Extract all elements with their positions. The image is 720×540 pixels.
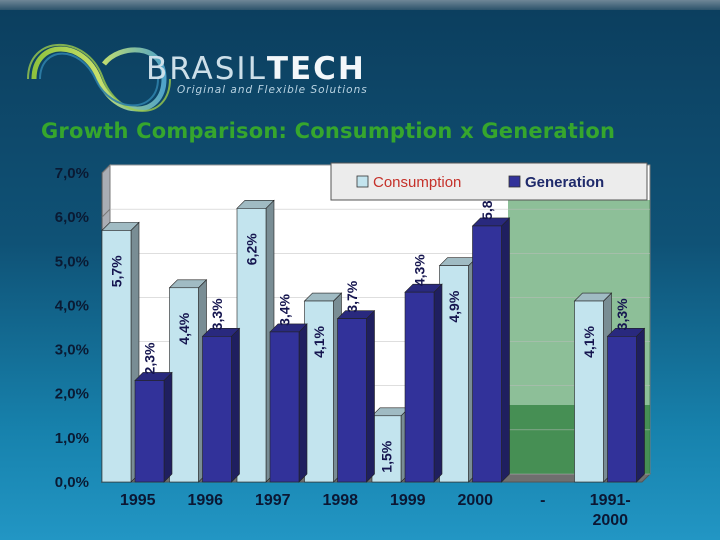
legend-label-1: Generation <box>525 174 604 191</box>
bar-generation <box>337 318 367 483</box>
legend-swatch-1 <box>508 175 521 188</box>
bar-consumption <box>169 287 199 483</box>
y-tick-label: 2,0% <box>55 386 89 403</box>
brand-name-part1: BRASIL <box>146 51 267 87</box>
legend-label-0: Consumption <box>373 174 461 191</box>
y-tick-label: 4,0% <box>55 297 89 314</box>
x-tick-label: 1996 <box>187 492 223 509</box>
brasiltech-logo-icon <box>27 43 171 112</box>
bar-side-face <box>636 327 645 483</box>
y-tick-label: 7,0% <box>55 165 89 182</box>
data-label: 3,3% <box>614 298 630 330</box>
data-label: 4,9% <box>446 290 462 322</box>
x-tick-label: 1998 <box>322 492 358 509</box>
bar-generation <box>269 331 300 483</box>
y-tick-label: 3,0% <box>55 342 89 359</box>
data-label: 4,4% <box>176 312 192 344</box>
bar-side-face <box>366 309 375 483</box>
x-tick-label: - <box>540 492 545 509</box>
slide-title: Growth Comparison: Consumption x Generat… <box>41 119 616 143</box>
gridline-slant <box>101 164 111 174</box>
x-tick-label: 1997 <box>255 492 291 509</box>
bar-consumption <box>574 300 604 483</box>
bar-consumption <box>371 415 402 483</box>
bar-generation <box>134 380 165 483</box>
data-label: 4,3% <box>412 254 428 286</box>
bar-side-face <box>163 371 173 483</box>
x-tick-label: 1995 <box>120 492 156 509</box>
y-tick-label: 1,0% <box>55 430 89 447</box>
data-label: 2,3% <box>142 342 158 374</box>
bar-generation <box>202 336 232 483</box>
top-strip <box>0 0 720 10</box>
data-label: 1,5% <box>379 440 395 472</box>
bar-consumption <box>101 230 132 483</box>
brand-name: BRASILTECH <box>146 51 366 87</box>
brand-name-part2: TECH <box>266 51 366 87</box>
data-label: 4,1% <box>311 325 327 357</box>
data-label: 3,3% <box>209 298 225 330</box>
x-tick-label: 1991- <box>590 492 631 509</box>
bar-side-face <box>298 323 308 483</box>
data-label: 3,4% <box>277 293 293 325</box>
y-tick-label: 0,0% <box>55 474 89 491</box>
data-label: 5,7% <box>109 255 125 287</box>
data-label: 6,2% <box>244 233 260 265</box>
bar-side-face <box>433 283 443 483</box>
bar-consumption <box>304 300 334 483</box>
x-tick-label: 1999 <box>390 492 426 509</box>
bar-consumption <box>439 265 469 483</box>
y-tick-label: 5,0% <box>55 253 89 270</box>
y-tick-label: 6,0% <box>55 209 89 226</box>
x-tick-label: 2000 <box>592 512 628 529</box>
bar-generation <box>404 291 435 483</box>
bar-consumption <box>236 208 267 483</box>
data-label: 4,1% <box>581 325 597 357</box>
gridline-slant <box>101 208 111 218</box>
brand-tagline: Original and Flexible Solutions <box>177 84 368 96</box>
bar-generation <box>607 336 637 483</box>
bar-generation <box>472 225 502 483</box>
bar-side-face <box>501 217 510 483</box>
legend-swatch-0 <box>356 175 369 188</box>
x-tick-label: 2000 <box>457 492 493 509</box>
bar-side-face <box>231 327 240 483</box>
data-label: 3,7% <box>344 280 360 312</box>
legend <box>330 162 648 201</box>
